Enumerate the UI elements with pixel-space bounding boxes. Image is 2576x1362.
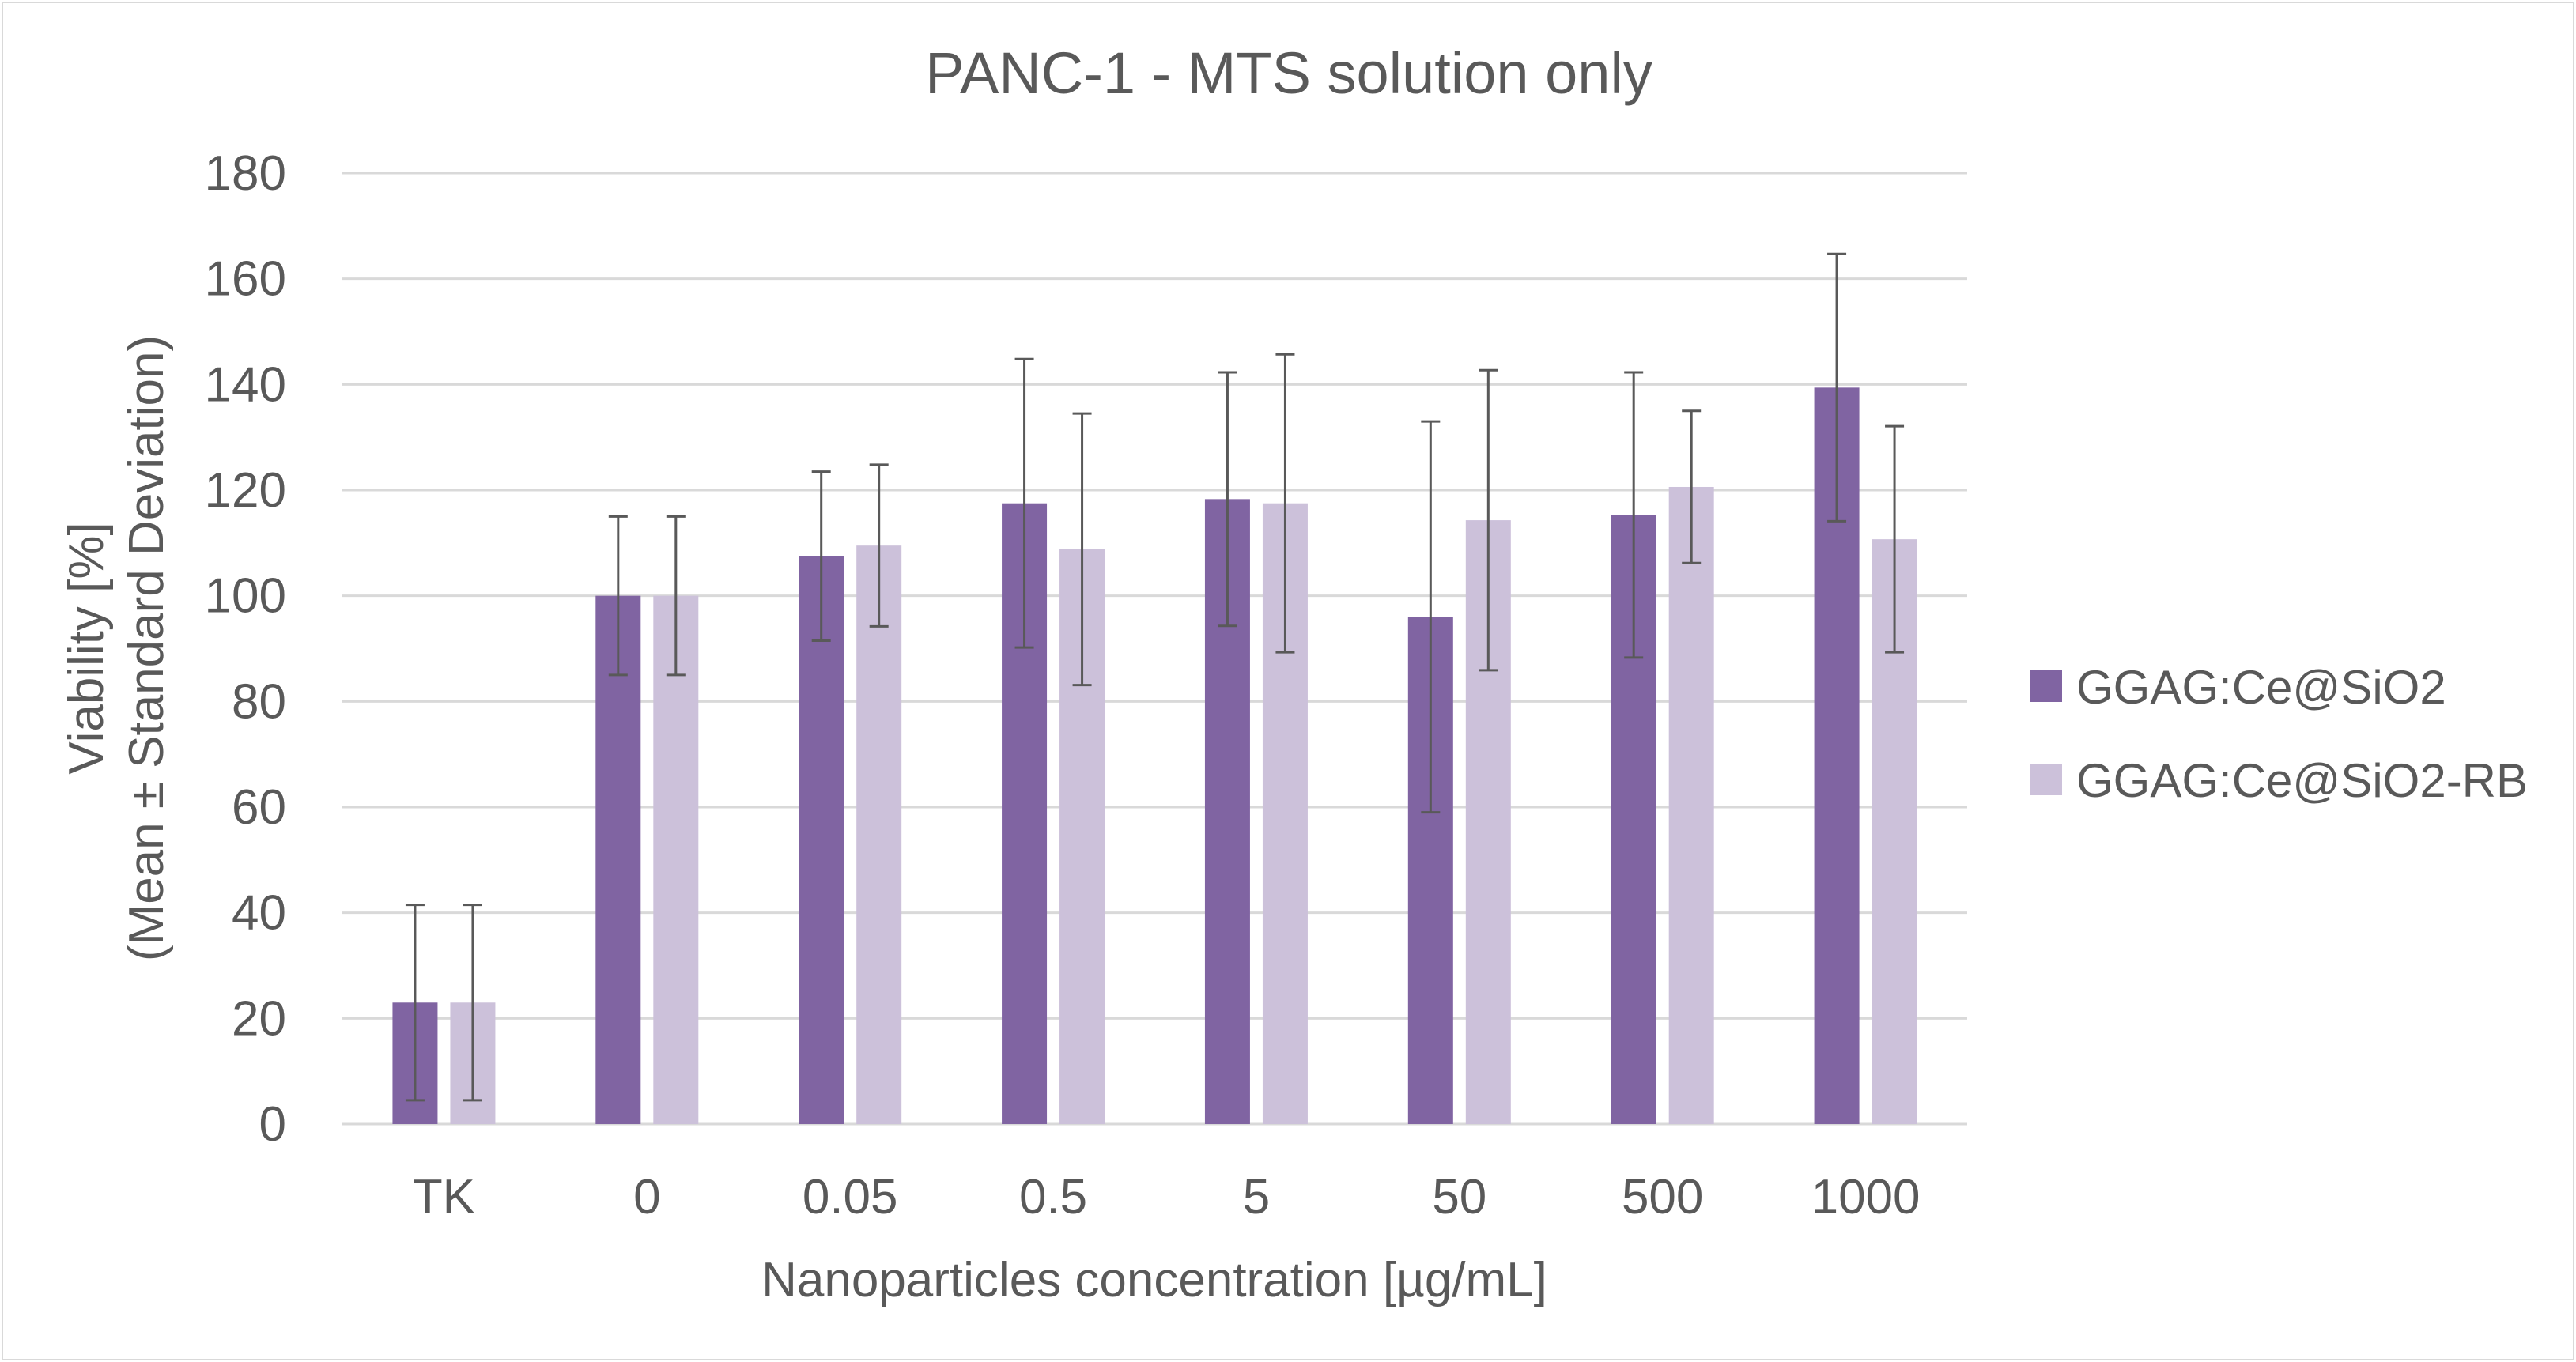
error-bar	[1624, 371, 1644, 659]
y-axis-title-line1: Viability [%]	[59, 522, 114, 774]
error-bars	[405, 252, 1905, 1102]
error-bar	[1479, 368, 1498, 672]
x-tick-label: 5	[1243, 1170, 1270, 1224]
bar-ggag-ce-sio2-rb	[653, 595, 699, 1124]
y-tick-label: 0	[259, 1097, 286, 1152]
legend-swatch-ggag-ce-sio2-rb	[2030, 764, 2062, 795]
legend-label-ggag-ce-sio2-rb: GGAG:Ce@SiO2-RB	[2076, 754, 2528, 807]
bar-ggag-ce-sio2-rb	[1668, 486, 1714, 1124]
y-axis-title-line2: (Mean ± Standard Deviation)	[119, 335, 174, 961]
legend-label-ggag-ce-sio2: GGAG:Ce@SiO2	[2076, 661, 2446, 714]
x-tick-label: 50	[1432, 1170, 1486, 1224]
y-tick-label: 160	[205, 252, 286, 307]
error-bar	[1014, 357, 1034, 649]
error-bar	[1275, 353, 1295, 654]
x-tick-label: 1000	[1811, 1170, 1921, 1224]
error-bar	[463, 904, 482, 1102]
error-bar	[666, 515, 686, 677]
error-bar	[405, 904, 425, 1102]
bar-ggag-ce-sio2	[595, 595, 641, 1124]
y-tick-labels: 0 20 40 60 80 100 120 140 160 180	[205, 146, 286, 1152]
y-tick-label: 20	[232, 991, 286, 1046]
error-bar	[1885, 424, 1905, 654]
y-tick-label: 120	[205, 463, 286, 518]
y-tick-label: 180	[205, 146, 286, 201]
gridlines	[342, 172, 1967, 1126]
legend-swatch-ggag-ce-sio2	[2030, 670, 2062, 702]
y-tick-label: 100	[205, 569, 286, 624]
bars	[392, 387, 1917, 1124]
x-tick-label: TK	[413, 1170, 475, 1224]
x-axis-title: Nanoparticles concentration [µg/mL]	[761, 1253, 1547, 1307]
y-tick-label: 40	[232, 886, 286, 941]
x-tick-label: 0.05	[803, 1170, 898, 1224]
y-tick-label: 140	[205, 357, 286, 412]
y-tick-label: 80	[232, 674, 286, 729]
error-bar	[1421, 420, 1441, 814]
legend: GGAG:Ce@SiO2 GGAG:Ce@SiO2-RB	[2030, 661, 2528, 807]
x-tick-labels: TK 0 0.05 0.5 5 50 500 1000	[413, 1170, 1921, 1224]
chart-title: PANC-1 - MTS solution only	[925, 40, 1652, 106]
error-bar	[811, 470, 831, 642]
error-bar	[608, 515, 628, 677]
x-tick-label: 500	[1622, 1170, 1703, 1224]
bar-ggag-ce-sio2	[799, 556, 844, 1124]
error-bar	[1682, 409, 1702, 564]
error-bar	[1072, 412, 1092, 687]
x-tick-label: 0	[633, 1170, 660, 1224]
y-tick-label: 60	[232, 780, 286, 835]
bar-ggag-ce-sio2-rb	[856, 545, 902, 1124]
error-bar	[869, 463, 889, 628]
x-tick-label: 0.5	[1019, 1170, 1087, 1224]
error-bar	[1827, 252, 1847, 523]
error-bar	[1218, 371, 1237, 628]
